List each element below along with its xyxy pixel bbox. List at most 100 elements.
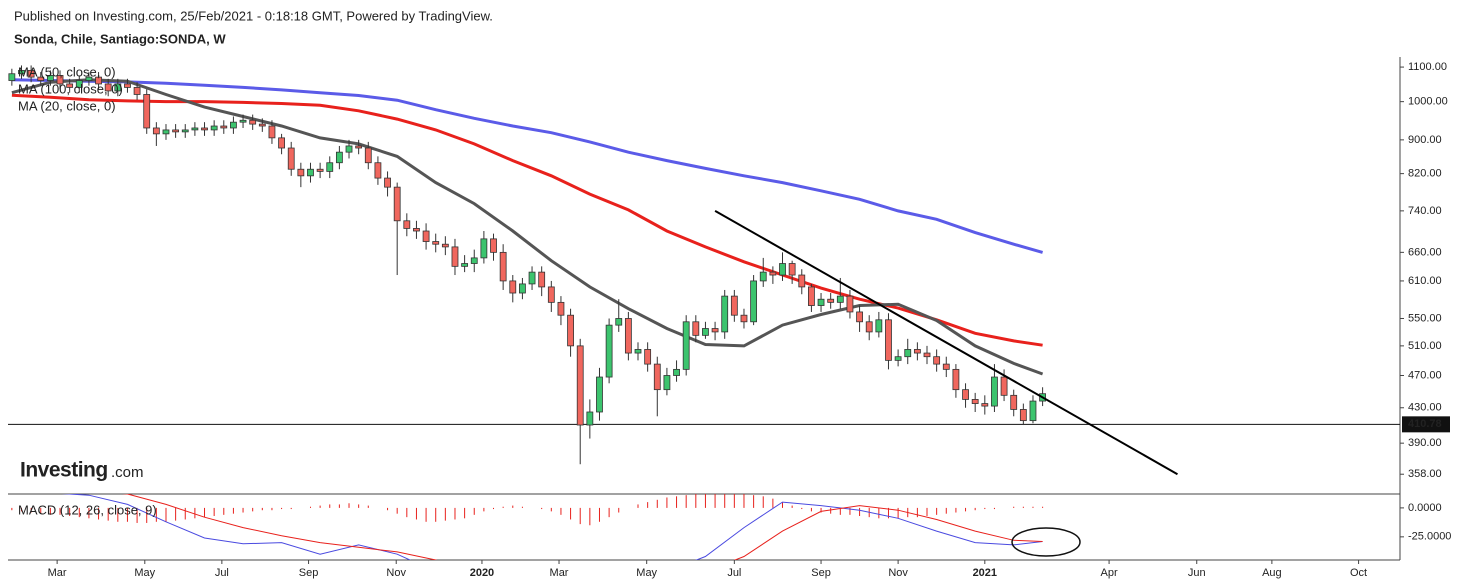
candle-body [46, 75, 54, 81]
candle-body [75, 80, 83, 88]
candle-body [210, 125, 218, 131]
candle-body [624, 318, 632, 354]
candle-body [441, 243, 449, 248]
candle-body [615, 318, 623, 326]
candle-body [8, 73, 16, 81]
candle-body [836, 295, 844, 303]
candle-body [846, 295, 854, 313]
y-tick-label: 900.00 [1408, 134, 1442, 146]
logo-suffix: .com [111, 464, 144, 481]
candle-body [933, 356, 941, 365]
candle-body [364, 147, 372, 164]
candle-body [759, 271, 767, 282]
candle-body [528, 271, 536, 285]
candle-body [230, 121, 237, 129]
candle-body [287, 147, 295, 170]
x-tick-label: Jul [727, 567, 741, 579]
y-tick-label: 430.00 [1408, 402, 1442, 414]
candle-body [470, 257, 478, 264]
macd-line [121, 494, 1043, 560]
candle-body [750, 280, 758, 323]
candle-body [355, 145, 363, 149]
y-tick-label: 1100.00 [1408, 61, 1447, 73]
candle-body [971, 399, 979, 404]
candle-body [788, 263, 796, 276]
candle-body [181, 129, 189, 133]
candle-body [413, 228, 420, 232]
candle-body [133, 87, 141, 95]
x-tick-label: Jul [215, 567, 229, 579]
level-label: 410.78 [1408, 418, 1442, 430]
candle-body [942, 363, 950, 370]
candle-body [384, 177, 391, 188]
candle-body [239, 119, 247, 123]
candle-body [692, 321, 700, 336]
candle-body [885, 319, 892, 361]
x-tick-label: Mar [550, 567, 569, 579]
candle-body [769, 271, 777, 276]
y-tick-label: 470.00 [1408, 369, 1442, 381]
candle-body [220, 125, 228, 129]
candle-body [865, 321, 873, 333]
trendline [714, 209, 1178, 476]
candle-body [913, 349, 921, 354]
candle-body [711, 328, 719, 333]
candle-body [663, 375, 671, 391]
candle-body [85, 76, 93, 81]
candle-body [104, 83, 112, 92]
candle-body [480, 238, 488, 259]
candle-body [538, 271, 546, 288]
logo-brand: Investing [20, 459, 108, 482]
candle-body [721, 295, 729, 333]
x-tick-label: May [134, 567, 155, 579]
candle-body [345, 145, 353, 153]
candle-body [740, 314, 748, 323]
candle-body [875, 319, 883, 333]
candle-body [856, 311, 863, 323]
candle-body [162, 129, 170, 135]
candle-body [981, 403, 989, 407]
macd-panel [11, 494, 1044, 560]
y-tick-label: 550.00 [1408, 312, 1442, 324]
candle-body [952, 368, 960, 391]
candle-body [779, 263, 786, 276]
x-tick-label: Sep [299, 567, 319, 579]
y-tick-label: 740.00 [1408, 205, 1442, 217]
candle-body [962, 389, 969, 400]
candle-body [1029, 400, 1037, 422]
candle-body [1010, 394, 1018, 410]
y-tick-label: 358.00 [1408, 468, 1442, 480]
candle-body [817, 298, 825, 306]
candle-body [730, 295, 738, 316]
candle-body [490, 238, 497, 253]
y-tick-label: 510.00 [1408, 340, 1442, 352]
price-panel [8, 65, 1400, 465]
candle-body [95, 76, 102, 85]
candle-body [432, 241, 440, 245]
candle-body [201, 127, 208, 131]
candle-body [557, 301, 565, 316]
candle-body [547, 286, 555, 303]
macd-y-tick-label: -25.0000 [1408, 531, 1451, 543]
legend-entry: MA (50, close, 0) [18, 64, 116, 79]
legend-entry: MA (100, close, 0) [18, 81, 123, 96]
candle-body [1019, 409, 1027, 422]
candle-body [576, 345, 584, 426]
candle-body [644, 349, 652, 365]
moving-average [11, 78, 1044, 254]
candle-body [27, 69, 35, 78]
y-tick-label: 820.00 [1408, 168, 1442, 180]
x-tick-label: Sep [811, 567, 831, 579]
candle-body [605, 324, 613, 378]
candle-body [326, 162, 334, 172]
candle-body [143, 94, 151, 129]
candle-body [904, 349, 912, 358]
x-tick-label: 2021 [973, 567, 997, 579]
candle-body [268, 125, 276, 139]
y-tick-label: 610.00 [1408, 275, 1442, 287]
candle-body [894, 356, 902, 361]
macd-line [61, 494, 1043, 560]
candle-body [403, 220, 411, 229]
candle-body [808, 286, 815, 306]
candle-body [653, 363, 661, 391]
